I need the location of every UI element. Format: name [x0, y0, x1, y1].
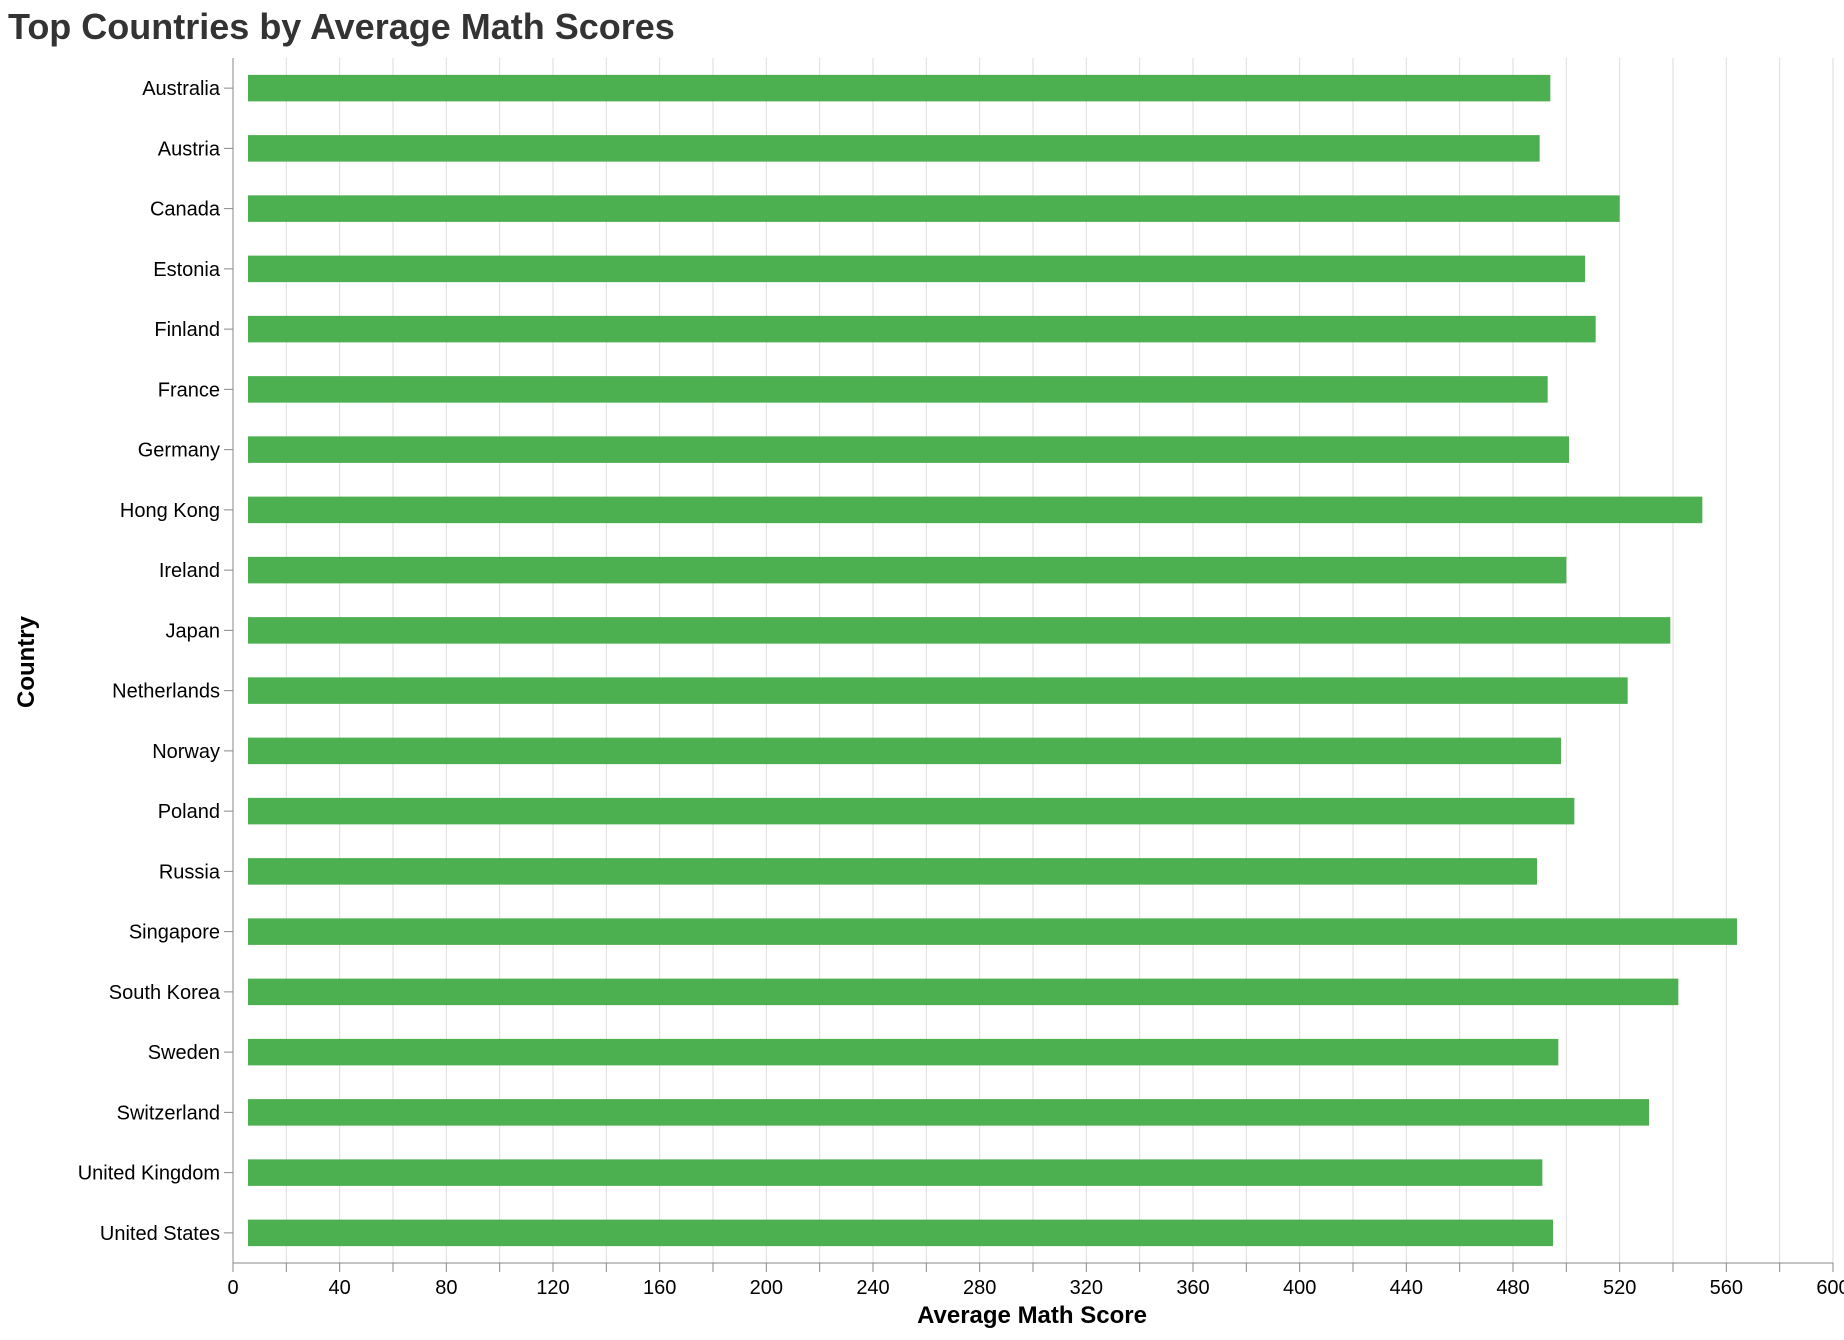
bar-france [248, 376, 1548, 403]
y-tick-label: Russia [159, 861, 221, 883]
y-tick-label: Finland [154, 319, 220, 341]
y-tick-label: Ireland [159, 560, 220, 582]
y-axis-title: Country [13, 615, 40, 708]
y-tick-label: United States [100, 1223, 220, 1245]
x-tick-label: 480 [1496, 1277, 1529, 1299]
bar-hong-kong [248, 496, 1703, 524]
bar-poland [248, 797, 1575, 825]
x-tick-label: 600 [1816, 1277, 1844, 1299]
bar-united-kingdom [248, 1159, 1543, 1186]
bar-japan [248, 617, 1671, 644]
y-tick-label: Austria [158, 138, 221, 160]
x-tick-label: 320 [1070, 1277, 1103, 1299]
x-tick-label: 40 [329, 1277, 351, 1299]
bar-russia [248, 858, 1537, 885]
bar-australia [248, 74, 1551, 102]
bar-netherlands [248, 677, 1628, 704]
x-tick-label: 440 [1390, 1277, 1423, 1299]
y-tick-label: Singapore [129, 922, 220, 944]
chart-title: Top Countries by Average Math Scores [8, 6, 675, 47]
y-tick-label: Hong Kong [120, 500, 220, 522]
y-tick-label: South Korea [109, 982, 221, 1004]
x-tick-label: 240 [856, 1277, 889, 1299]
bar-norway [248, 737, 1561, 765]
y-tick-label: Canada [150, 199, 221, 221]
bar-singapore [248, 918, 1737, 945]
x-tick-label: 160 [643, 1277, 676, 1299]
y-tick-label: Sweden [148, 1042, 220, 1064]
x-tick-label: 80 [435, 1277, 457, 1299]
bar-germany [248, 436, 1569, 463]
y-tick-label: Australia [142, 78, 221, 100]
x-tick-label: 120 [536, 1277, 569, 1299]
y-tick-label: France [158, 379, 220, 401]
x-tick-label: 0 [227, 1277, 238, 1299]
bar-finland [248, 315, 1596, 343]
x-tick-label: 520 [1603, 1277, 1636, 1299]
bar-ireland [248, 556, 1567, 584]
y-tick-label: Poland [158, 801, 220, 823]
bar-canada [248, 195, 1620, 222]
x-tick-label: 360 [1176, 1277, 1209, 1299]
bar-switzerland [248, 1099, 1649, 1126]
x-tick-label: 280 [963, 1277, 996, 1299]
y-tick-label: Germany [138, 440, 220, 462]
y-tick-label: United Kingdom [78, 1163, 220, 1185]
x-tick-label: 400 [1283, 1277, 1316, 1299]
bar-estonia [248, 255, 1585, 283]
y-tick-label: Switzerland [117, 1102, 220, 1124]
y-tick-label: Japan [166, 620, 221, 642]
bar-austria [248, 135, 1540, 162]
x-tick-label: 200 [750, 1277, 783, 1299]
bar-united-states [248, 1219, 1553, 1247]
x-axis-title: Average Math Score [917, 1302, 1147, 1329]
y-tick-label: Norway [152, 741, 220, 763]
y-tick-label: Estonia [153, 259, 221, 281]
y-tick-label: Netherlands [112, 681, 220, 703]
bar-sweden [248, 1038, 1559, 1066]
bar-south-korea [248, 978, 1679, 1006]
x-tick-label: 560 [1710, 1277, 1743, 1299]
